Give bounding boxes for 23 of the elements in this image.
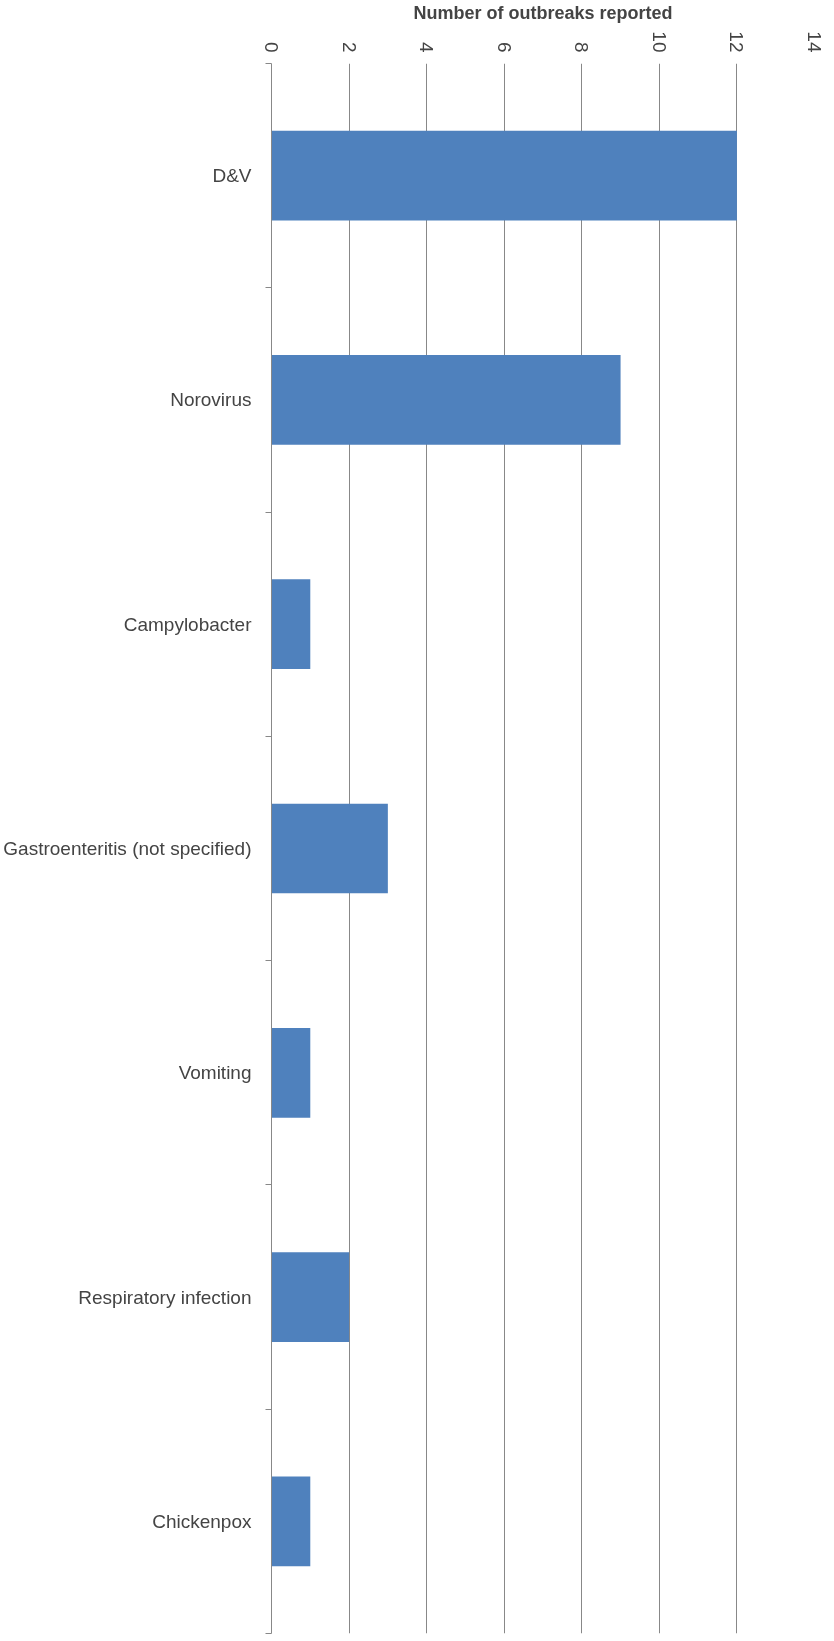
x-tick-label: 2 <box>338 41 360 53</box>
bar <box>271 1027 311 1118</box>
bar <box>271 1252 350 1342</box>
y-tick-label: Campylobacter <box>123 613 253 635</box>
y-tick-label: Vomiting <box>178 1062 252 1084</box>
x-axis-title: Number of outbreaks reported <box>413 3 673 24</box>
x-tick-label: 4 <box>416 41 438 53</box>
bar <box>271 355 621 445</box>
y-tick-label: Norovirus <box>170 389 252 411</box>
x-tick-label: 6 <box>493 41 515 53</box>
bar <box>271 130 737 221</box>
y-tick-label: D&V <box>212 165 252 187</box>
y-tick-label: Respiratory infection <box>78 1286 252 1308</box>
y-tick-label: Chickenpox <box>152 1510 252 1532</box>
x-tick-label: 12 <box>726 31 748 53</box>
x-tick-label: 10 <box>648 31 670 53</box>
x-tick-label: 14 <box>804 31 825 53</box>
y-tick-label: Gastroenteritis (not specified) <box>3 838 252 859</box>
bar <box>271 803 388 894</box>
x-tick-label: 8 <box>571 41 593 53</box>
bar <box>271 579 311 670</box>
x-tick-label: 0 <box>261 41 282 53</box>
bar <box>271 1476 311 1567</box>
